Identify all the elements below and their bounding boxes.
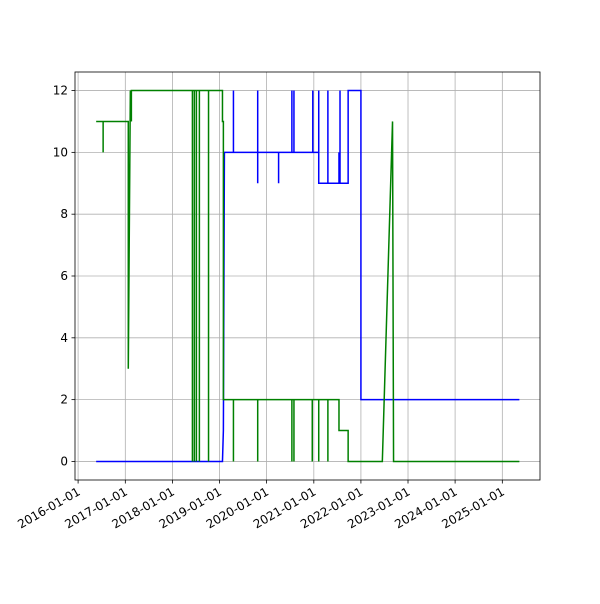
y-tick-label: 12 [53,84,68,98]
data-line [96,89,520,463]
y-tick-label: 0 [60,454,68,468]
y-tick-label: 2 [60,393,68,407]
y-tick-label: 8 [60,207,68,221]
data-line [96,89,520,463]
y-tick-label: 10 [53,145,68,159]
y-tick-label: 4 [60,331,68,345]
plot-frame [74,71,541,481]
y-tick-label: 6 [60,269,68,283]
